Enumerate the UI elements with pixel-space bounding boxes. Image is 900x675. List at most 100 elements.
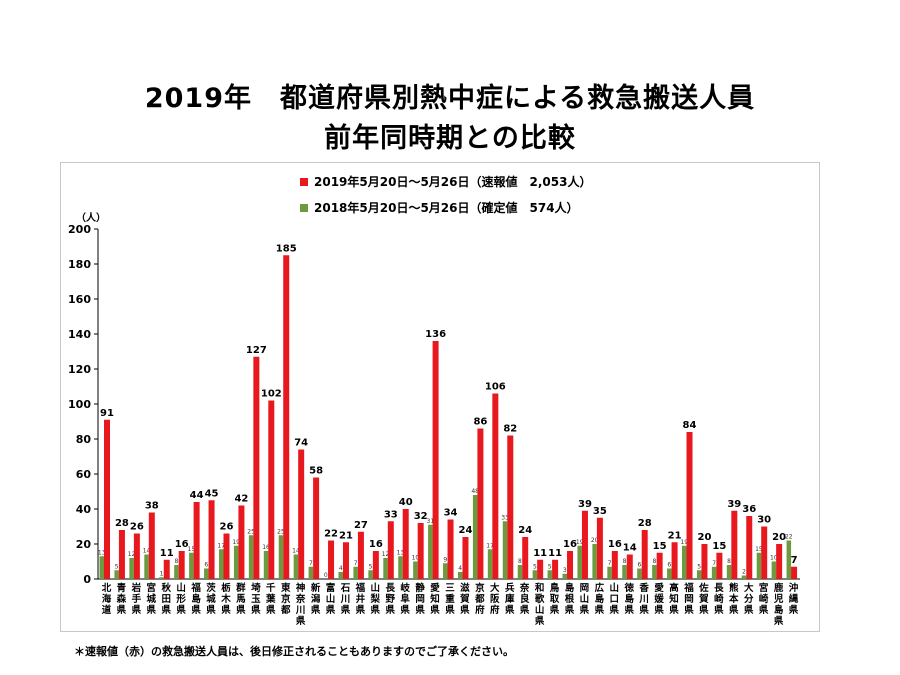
data-label-2018: 20	[591, 537, 599, 544]
bar-2018	[308, 566, 314, 579]
bar-2018	[263, 551, 269, 579]
data-label-2018: 16	[262, 544, 270, 551]
data-label-2019: 33	[384, 509, 398, 520]
bar-2018	[487, 549, 493, 579]
bar-2018	[293, 554, 299, 579]
data-label-2018: 4	[458, 565, 462, 572]
chart-frame	[60, 162, 820, 632]
bar-2019	[387, 521, 394, 579]
x-tick-label: 鹿児島県	[773, 582, 784, 627]
bar-2018	[622, 565, 627, 579]
x-tick-label: 青森県	[117, 582, 127, 616]
y-tick-label: 40	[76, 503, 92, 516]
bar-2019	[671, 542, 678, 579]
data-label-2018: 6	[667, 562, 671, 569]
y-tick-label: 200	[68, 223, 91, 236]
bar-2019	[148, 512, 155, 579]
x-tick-label: 山梨県	[370, 582, 381, 616]
bar-2018	[472, 495, 478, 579]
data-label-2018: 3	[563, 567, 567, 574]
y-tick-label: 0	[83, 573, 91, 586]
legend-item-2019: 2019年5月20日～5月26日（速報値 2,053人）	[300, 173, 591, 190]
data-label-2018: 31	[427, 518, 435, 525]
x-tick-label: 兵庫県	[505, 582, 515, 616]
bar-2019	[567, 551, 574, 579]
x-tick-label: 秋田県	[160, 582, 171, 616]
bar-2018	[726, 565, 732, 579]
bar-2018	[547, 570, 553, 579]
bar-2018	[667, 568, 672, 579]
y-tick-label: 100	[68, 398, 91, 411]
data-label-2019: 11	[533, 548, 547, 559]
data-label-2018: 19	[576, 539, 584, 546]
bar-2019	[238, 505, 245, 579]
bar-2019	[268, 400, 275, 579]
bar-2018	[398, 556, 403, 579]
bar-2019	[791, 566, 798, 579]
data-label-2018: 5	[533, 563, 537, 570]
bar-2018	[682, 545, 687, 579]
data-label-2018: 9	[443, 556, 447, 563]
bar-2019	[552, 559, 559, 579]
data-label-2019: 20	[697, 532, 711, 543]
bar-2018	[562, 573, 568, 579]
bar-2019	[746, 516, 753, 579]
bar-2018	[532, 570, 538, 579]
x-tick-label: 石川県	[340, 583, 351, 616]
data-label-2018: 13	[397, 549, 405, 556]
x-tick-label: 京都府	[474, 582, 485, 616]
bar-2018	[443, 563, 448, 579]
x-tick-label: 岡山県	[580, 583, 590, 616]
data-label-2018: 1	[160, 570, 164, 577]
x-tick-label: 静岡県	[415, 582, 425, 616]
data-label-2018: 10	[412, 555, 420, 562]
data-label-2019: 21	[339, 530, 353, 541]
bar-2018	[457, 572, 463, 579]
x-tick-label: 山口県	[610, 582, 620, 616]
data-label-2019: 32	[414, 511, 428, 522]
x-tick-label: 島根県	[565, 582, 575, 616]
x-tick-label: 宮城県	[147, 582, 157, 616]
x-tick-label: 愛媛県	[653, 582, 664, 616]
x-tick-label: 鳥取県	[550, 582, 560, 616]
bar-2018	[741, 575, 747, 579]
data-label-2019: 24	[459, 525, 473, 536]
data-label-2018: 33	[501, 514, 509, 521]
data-label-2019: 102	[261, 389, 282, 400]
data-label-2018: 25	[247, 528, 255, 535]
data-label-2019: 26	[220, 522, 234, 533]
bar-2018	[353, 566, 358, 579]
data-label-2018: 6	[638, 562, 642, 569]
data-label-2019: 91	[100, 408, 114, 419]
data-label-2018: 8	[175, 558, 179, 565]
x-tick-label: 宮崎県	[759, 582, 769, 616]
x-tick-label: 長崎県	[714, 583, 724, 616]
x-tick-label: 北海道	[102, 582, 112, 616]
bar-2018	[144, 554, 149, 579]
data-label-2018: 7	[354, 560, 358, 567]
data-label-2018: 6	[204, 562, 208, 569]
data-label-2018: 7	[712, 560, 716, 567]
data-label-2019: 26	[130, 522, 144, 533]
data-label-2018: 13	[98, 549, 106, 556]
data-label-2019: 27	[354, 520, 368, 531]
data-label-2019: 127	[246, 345, 267, 356]
bar-2019	[223, 533, 230, 579]
y-tick-label: 80	[76, 433, 92, 446]
bar-2019	[432, 341, 439, 579]
bar-2019	[342, 542, 349, 579]
legend-swatch-2019	[300, 177, 308, 186]
x-tick-label: 高知県	[668, 582, 679, 616]
data-label-2019: 44	[190, 490, 204, 501]
bar-2018	[383, 558, 388, 579]
data-label-2018: 48	[471, 488, 479, 495]
data-label-2019: 30	[757, 515, 771, 526]
x-tick-label: 埼玉県	[251, 582, 261, 616]
y-tick-label: 20	[76, 538, 92, 551]
x-tick-label: 徳島県	[623, 582, 634, 616]
bar-2019	[656, 552, 663, 579]
y-tick-label: 120	[68, 363, 91, 376]
data-label-2018: 19	[232, 539, 240, 546]
x-tick-label: 大分県	[744, 582, 754, 616]
x-tick-label: 滋賀県	[459, 582, 470, 616]
